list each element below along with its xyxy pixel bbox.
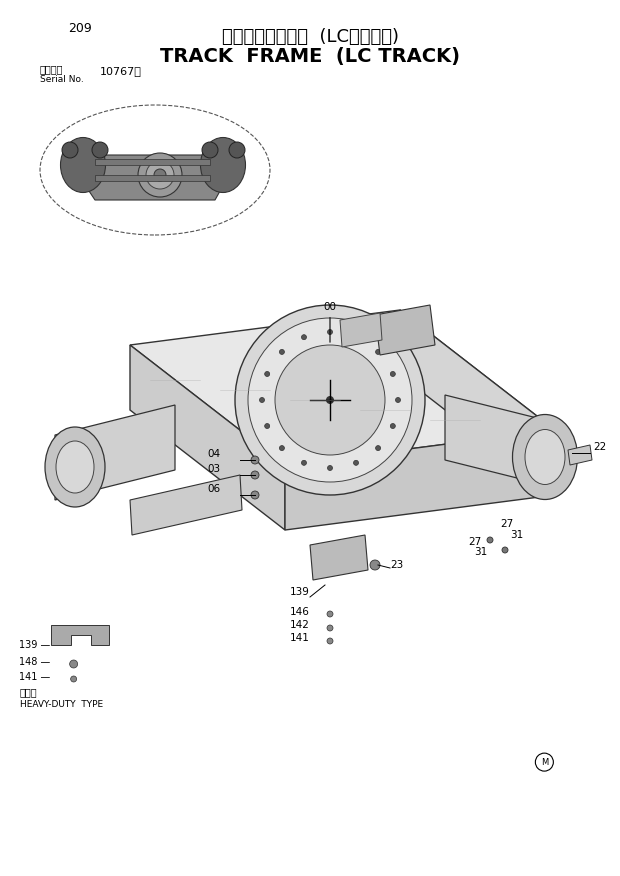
Polygon shape: [400, 310, 555, 495]
Text: M: M: [541, 758, 548, 766]
Circle shape: [251, 471, 259, 479]
Text: 10767～: 10767～: [100, 66, 142, 76]
Text: 141 —: 141 —: [19, 672, 50, 682]
Circle shape: [370, 560, 380, 570]
Circle shape: [376, 446, 381, 450]
Text: 22: 22: [593, 442, 606, 452]
Circle shape: [353, 335, 358, 340]
Polygon shape: [65, 155, 240, 200]
Circle shape: [327, 625, 333, 631]
Circle shape: [327, 638, 333, 644]
Circle shape: [251, 456, 259, 464]
Circle shape: [396, 398, 401, 402]
Circle shape: [301, 460, 306, 465]
Ellipse shape: [200, 138, 246, 193]
Polygon shape: [55, 405, 175, 500]
Circle shape: [71, 676, 77, 682]
Polygon shape: [51, 625, 109, 645]
Circle shape: [280, 350, 285, 355]
Text: TRACK  FRAME  (LC TRACK): TRACK FRAME (LC TRACK): [160, 47, 460, 66]
Polygon shape: [285, 430, 555, 530]
Circle shape: [327, 465, 332, 470]
Circle shape: [280, 446, 285, 450]
Polygon shape: [95, 175, 210, 181]
Circle shape: [248, 318, 412, 482]
Text: 148 —: 148 —: [19, 657, 50, 667]
Text: Serial No.: Serial No.: [40, 75, 84, 84]
Text: トラックフレーム  (LCトラック): トラックフレーム (LCトラック): [221, 28, 399, 46]
Text: 27: 27: [500, 519, 513, 529]
Polygon shape: [310, 535, 368, 580]
Circle shape: [92, 142, 108, 158]
Polygon shape: [130, 345, 285, 530]
Circle shape: [265, 371, 270, 377]
Text: 適用号機: 適用号機: [40, 64, 63, 74]
Circle shape: [69, 660, 78, 668]
Ellipse shape: [45, 427, 105, 507]
Circle shape: [138, 153, 182, 197]
Polygon shape: [340, 313, 382, 347]
Ellipse shape: [56, 441, 94, 493]
Circle shape: [326, 396, 334, 404]
Ellipse shape: [525, 429, 565, 484]
Circle shape: [391, 371, 396, 377]
Text: 03: 03: [207, 464, 220, 474]
Circle shape: [154, 169, 166, 181]
Text: 141: 141: [290, 633, 310, 643]
Circle shape: [275, 345, 385, 455]
Polygon shape: [375, 305, 435, 355]
Circle shape: [146, 161, 174, 189]
Text: 強化型: 強化型: [20, 687, 37, 697]
Circle shape: [260, 398, 265, 402]
Circle shape: [229, 142, 245, 158]
Polygon shape: [445, 395, 565, 490]
Circle shape: [301, 335, 306, 340]
Text: 139 —: 139 —: [19, 640, 50, 650]
Text: 04: 04: [207, 449, 220, 459]
Text: 31: 31: [510, 530, 523, 540]
Text: 209: 209: [68, 22, 92, 35]
Text: 23: 23: [390, 560, 403, 570]
Text: 146: 146: [290, 607, 310, 617]
Circle shape: [353, 460, 358, 465]
Polygon shape: [130, 310, 555, 465]
Circle shape: [487, 537, 493, 543]
Circle shape: [265, 423, 270, 428]
Text: 31: 31: [474, 547, 487, 557]
Circle shape: [391, 423, 396, 428]
Text: 06: 06: [207, 484, 220, 494]
Circle shape: [235, 305, 425, 495]
Circle shape: [376, 350, 381, 355]
Text: HEAVY-DUTY  TYPE: HEAVY-DUTY TYPE: [20, 700, 103, 709]
Circle shape: [62, 142, 78, 158]
Circle shape: [251, 491, 259, 499]
Text: 00: 00: [324, 302, 337, 343]
Circle shape: [327, 329, 332, 335]
Polygon shape: [95, 159, 210, 165]
Ellipse shape: [61, 138, 105, 193]
Circle shape: [202, 142, 218, 158]
Polygon shape: [568, 445, 592, 465]
Text: 27: 27: [468, 537, 481, 547]
Ellipse shape: [513, 414, 577, 499]
Text: 139: 139: [290, 587, 310, 597]
Text: 142: 142: [290, 620, 310, 630]
Circle shape: [502, 547, 508, 553]
Circle shape: [327, 611, 333, 617]
Polygon shape: [130, 475, 242, 535]
